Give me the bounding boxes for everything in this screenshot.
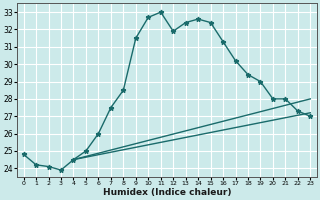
X-axis label: Humidex (Indice chaleur): Humidex (Indice chaleur) — [103, 188, 231, 197]
